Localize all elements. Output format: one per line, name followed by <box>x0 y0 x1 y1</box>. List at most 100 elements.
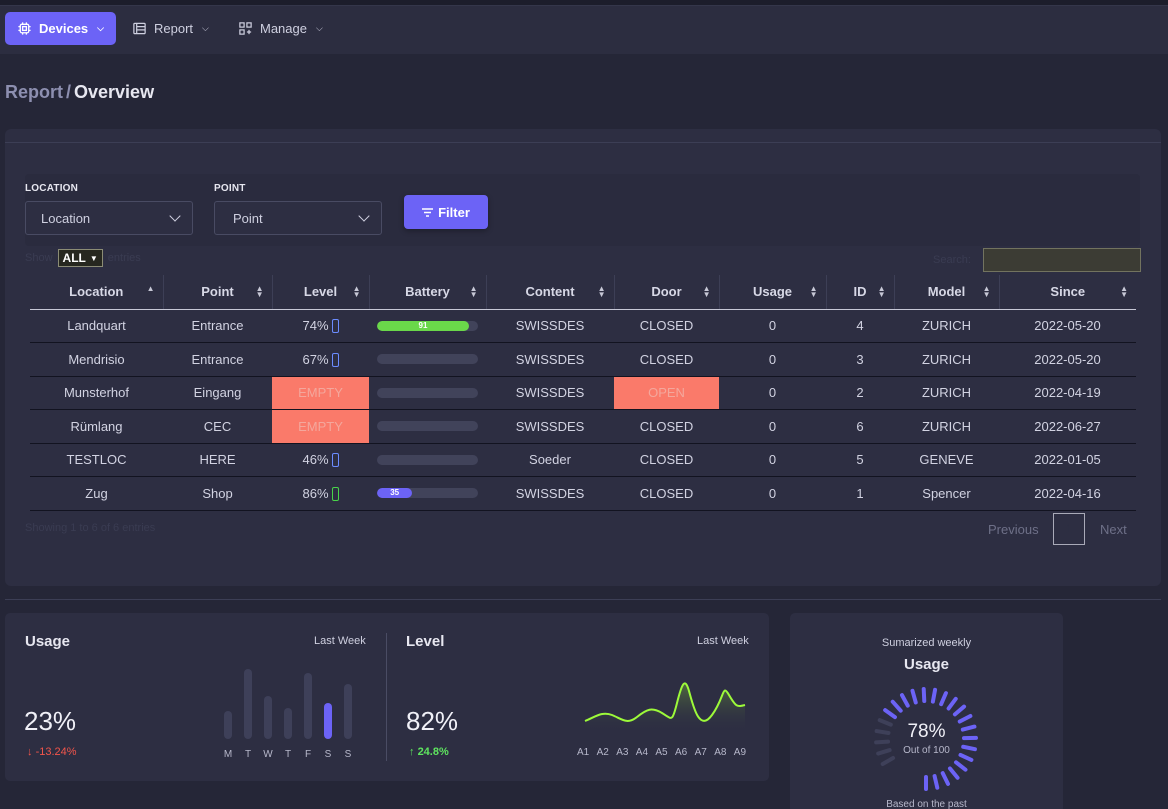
cell-door-text: CLOSED <box>639 418 694 434</box>
page-1-button[interactable]: 1 <box>1053 513 1085 545</box>
cell-content: SWISSDES <box>486 376 614 410</box>
show-suffix: entries <box>107 252 141 264</box>
column-header-content[interactable]: Content ▲ ▼ <box>486 275 615 310</box>
location-select-value: Location <box>41 210 91 226</box>
usage-bar <box>224 711 232 739</box>
panel-divider <box>5 142 1161 143</box>
column-header-location[interactable]: Location ▲ <box>30 275 164 310</box>
table-row[interactable]: Munsterhof Eingang EMPTY SWISSDES OPEN 0 2 ZURI… <box>30 376 1136 410</box>
chevron-down-icon <box>358 210 370 222</box>
usage-bar <box>264 696 272 739</box>
column-header-label: ID <box>853 284 867 300</box>
cell-battery <box>369 443 486 477</box>
cell-battery <box>369 409 486 444</box>
level-x-label: A6 <box>675 747 688 758</box>
column-header-door[interactable]: Door ▲ ▼ <box>614 275 720 310</box>
column-header-id[interactable]: ID ▲ ▼ <box>826 275 895 310</box>
nav-report-button[interactable]: Report ⌵ <box>120 12 221 45</box>
sort-icon: ▲ ▼ <box>877 284 886 299</box>
cell-door: CLOSED <box>614 342 719 377</box>
table-row[interactable]: Rümlang CEC EMPTY SWISSDES CLOSED 0 6 ZURICH 202… <box>30 409 1136 444</box>
chevron-down-icon: ⌵ <box>97 23 104 33</box>
usage-gauge <box>874 687 978 791</box>
table-row[interactable]: Mendrisio Entrance 67% SWISSDES CLOSED 0 3 ZURI… <box>30 342 1136 377</box>
level-x-label: A1 <box>577 747 590 758</box>
grid-icon <box>239 22 252 35</box>
cell-usage-text: 0 <box>768 318 777 334</box>
page-number: 1 <box>1065 521 1073 536</box>
cell-level-text: 67% <box>302 351 329 367</box>
cell-level: 46% <box>272 443 369 477</box>
cell-content-text: SWISSDES <box>515 318 585 334</box>
usage-bar <box>344 684 352 739</box>
previous-button[interactable]: Previous <box>988 522 1039 537</box>
column-header-label: Since <box>1050 284 1086 300</box>
gauge-tick <box>957 713 973 724</box>
sort-icon: ▲ ▼ <box>255 284 264 299</box>
cell-usage-text: 0 <box>768 452 777 468</box>
cell-point: Eingang <box>163 376 272 410</box>
cell-since-text: 2022-01-05 <box>1034 452 1101 468</box>
column-header-battery[interactable]: Battery ▲ ▼ <box>369 275 487 310</box>
cell-location: Mendrisio <box>30 342 163 377</box>
column-header-point[interactable]: Point ▲ ▼ <box>163 275 273 310</box>
cell-battery <box>369 342 486 377</box>
cell-since-text: 2022-05-20 <box>1034 318 1101 334</box>
gauge-tick <box>910 688 918 705</box>
column-header-usage[interactable]: Usage ▲ ▼ <box>719 275 827 310</box>
gauge-tick <box>883 708 897 720</box>
level-x-label: A7 <box>694 747 707 758</box>
nav-manage-button[interactable]: Manage ⌵ <box>226 12 335 45</box>
sort-icon: ▲ ▼ <box>469 284 478 299</box>
cell-location-text: Mendrisio <box>68 351 125 367</box>
table-row[interactable]: TESTLOC HERE 46% Soeder CLOSED 0 5 GENEVE 2022-0… <box>30 443 1136 477</box>
search-input[interactable] <box>983 248 1141 272</box>
table-body: Landquart Entrance 74% 91 SWISSDES CLOSED 0 4 ZU… <box>30 309 1136 511</box>
sort-icon: ▲ ▼ <box>1120 284 1128 299</box>
cell-door: OPEN <box>614 376 719 410</box>
next-button[interactable]: Next <box>1100 522 1127 537</box>
usage-card-title: Usage <box>25 633 71 650</box>
cell-level-text: 46% <box>302 452 329 468</box>
table-row[interactable]: Landquart Entrance 74% 91 SWISSDES CLOSED 0 4 ZU… <box>30 309 1136 343</box>
show-entries-select[interactable]: ALL ▼ <box>57 249 103 267</box>
column-header-level[interactable]: Level ▲ ▼ <box>272 275 370 310</box>
level-x-label: A8 <box>714 747 727 758</box>
cell-since: 2022-04-16 <box>999 476 1136 511</box>
cell-usage: 0 <box>719 376 826 410</box>
level-gauge-icon <box>331 486 339 501</box>
level-delta-value: 24.8% <box>417 746 449 758</box>
devices-panel: LOCATION Location POINT Point Filter Sho… <box>5 129 1161 586</box>
usage-bar <box>244 669 252 739</box>
filter-button[interactable]: Filter <box>404 195 488 229</box>
cell-content: SWISSDES <box>486 409 614 444</box>
cell-content-text: SWISSDES <box>515 351 585 367</box>
gauge-tick <box>947 766 960 780</box>
cell-door: CLOSED <box>614 409 719 444</box>
cell-model: ZURICH <box>894 309 999 343</box>
breadcrumb-parent[interactable]: Report <box>5 82 63 102</box>
chevron-down-icon: ▼ <box>89 253 98 263</box>
column-header-model[interactable]: Model ▲ ▼ <box>894 275 1000 310</box>
usage-level-card: Usage Last Week 23% ↓ -13.24% Level Last… <box>5 613 769 781</box>
sort-icon: ▲ ▼ <box>982 284 991 299</box>
cell-usage-text: 0 <box>768 351 777 367</box>
summary-footer: Based on the past <box>886 799 967 809</box>
cell-usage: 0 <box>719 443 826 477</box>
cell-model-text: ZURICH <box>921 318 972 334</box>
column-header-label: Location <box>69 284 124 300</box>
battery-bar: 91 <box>377 320 478 331</box>
nav-devices-button[interactable]: Devices ⌵ <box>5 12 116 45</box>
cell-location: Rümlang <box>30 409 163 444</box>
column-header-since[interactable]: Since ▲ ▼ <box>999 275 1136 310</box>
location-select[interactable]: Location <box>25 201 193 235</box>
cell-since: 2022-04-19 <box>999 376 1136 410</box>
level-line-area <box>585 683 745 733</box>
point-select[interactable]: Point <box>214 201 382 235</box>
usage-day-label: T <box>244 749 252 760</box>
table-row[interactable]: Zug Shop 86% 35 SWISSDES CLOSED 0 1 Spencer 2022-… <box>30 476 1136 511</box>
cell-id: 1 <box>826 476 894 511</box>
cell-id-text: 1 <box>856 485 864 501</box>
sort-icon: ▲ ▼ <box>352 284 361 299</box>
gauge-tick <box>946 696 958 711</box>
